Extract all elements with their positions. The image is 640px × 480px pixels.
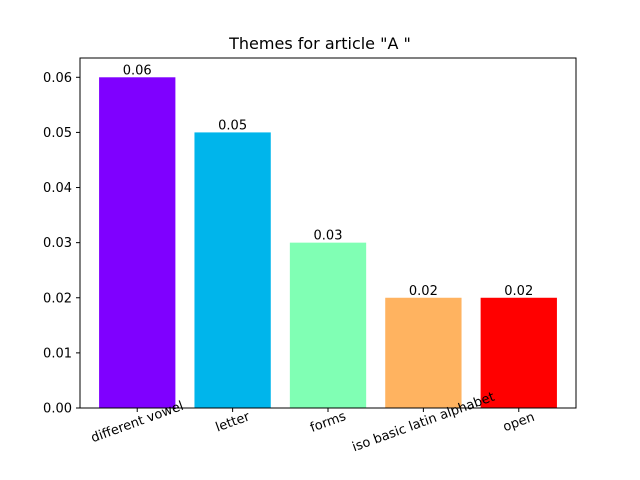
bar-1 [194, 132, 271, 408]
bar-value-label-3: 0.02 [409, 284, 438, 299]
bar-2 [289, 242, 367, 408]
bar-value-label-2: 0.03 [314, 229, 343, 244]
x-tick-label-4: open [501, 410, 537, 435]
y-tick-label-2: 0.02 [43, 291, 72, 306]
data-labels-layer: 0.06 0.05 0.03 0.02 0.02 [123, 63, 533, 298]
x-tick-label-2: forms [308, 409, 348, 436]
bar-value-label-4: 0.02 [504, 284, 533, 299]
y-tick-label-4: 0.04 [43, 181, 72, 196]
chart-title: Themes for article "A " [228, 34, 411, 53]
bar-value-label-0: 0.06 [123, 63, 152, 78]
bars-layer [99, 77, 557, 408]
bar-4 [480, 297, 557, 408]
y-axis: 0.00 0.01 0.02 0.03 0.04 0.05 0.06 [43, 71, 80, 417]
y-tick-label-0: 0.00 [43, 402, 72, 417]
bar-3 [385, 297, 462, 408]
bar-value-label-1: 0.05 [218, 118, 247, 133]
y-tick-label-3: 0.03 [43, 236, 72, 251]
bar-0 [99, 77, 176, 408]
y-tick-label-1: 0.01 [43, 346, 72, 361]
plot-frame [79, 57, 577, 409]
x-tick-label-1: letter [214, 409, 253, 435]
y-tick-label-6: 0.06 [43, 71, 72, 86]
y-tick-label-5: 0.05 [43, 126, 72, 141]
